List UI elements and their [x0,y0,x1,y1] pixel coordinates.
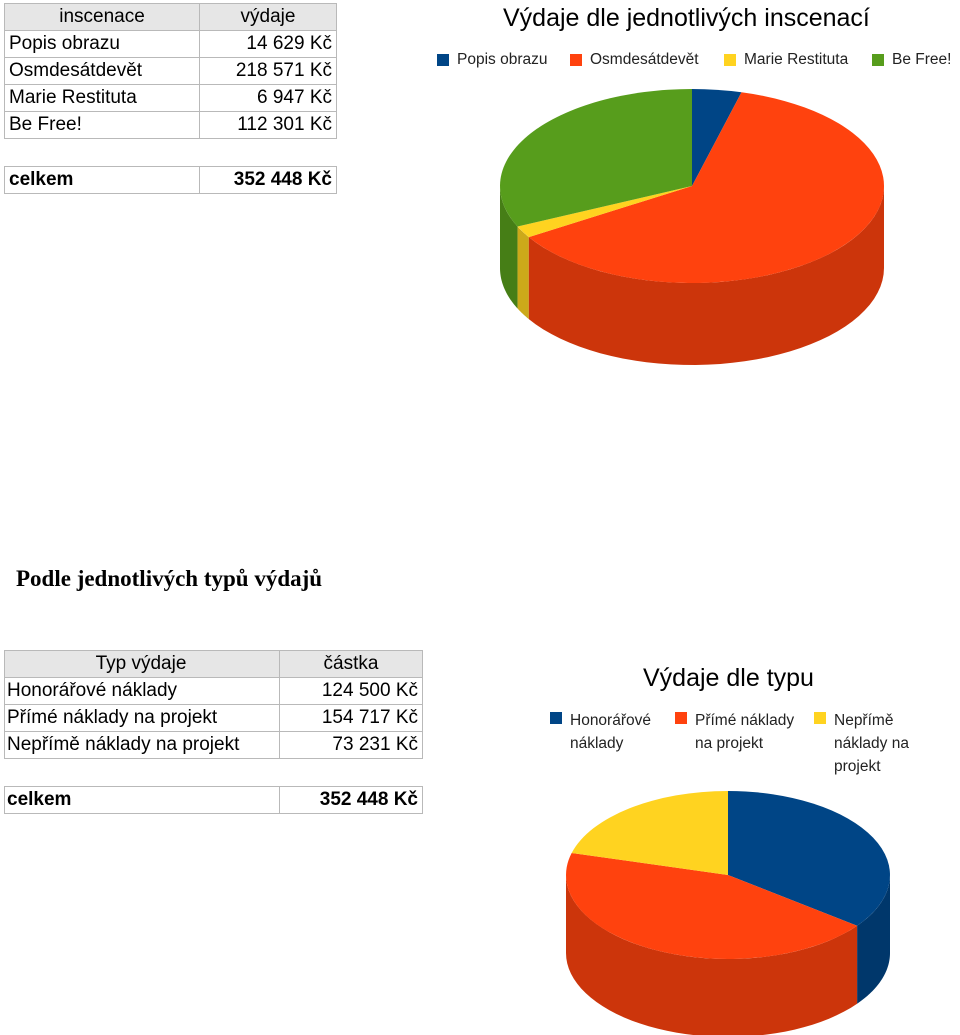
table-cell: 124 500 Kč [279,677,423,705]
legend-swatch [872,54,884,66]
total-row: celkem 352 448 Kč [4,786,423,814]
table-cell: Popis obrazu [4,30,200,58]
chart-title: Výdaje dle jednotlivých inscenací [503,4,870,32]
slice-prime-naklady [566,852,858,959]
slice-neprime-naklady [571,791,728,875]
table-row: Be Free! 112 301 Kč [4,111,337,139]
total-label: celkem [4,166,200,194]
total-row: celkem 352 448 Kč [4,166,337,194]
legend-swatch [724,54,736,66]
table-row: Marie Restituta 6 947 Kč [4,84,337,112]
table-row: Přímé náklady na projekt 154 717 Kč [4,704,423,732]
table-cell: 6 947 Kč [199,84,337,112]
table-cell: Nepřímě náklady na projekt [4,731,280,759]
expenses-by-production-table: inscenace výdaje Popis obrazu 14 629 Kč … [4,3,337,194]
table-header-row: inscenace výdaje [4,3,337,31]
total-label: celkem [4,786,280,814]
legend-swatch [814,712,826,724]
legend-label: Osmdesátdevět [590,51,699,68]
legend-label: Popis obrazu [457,51,548,68]
legend-swatch [437,54,449,66]
slice-be-free-side [500,186,518,309]
legend-swatch [675,712,687,724]
slice-marie-restituta [517,186,692,238]
table-row: Osmdesátdevět 218 571 Kč [4,57,337,85]
table-cell: 218 571 Kč [199,57,337,85]
section-heading: Podle jednotlivých typů výdajů [16,566,323,591]
column-header: částka [279,650,423,678]
column-header: výdaje [199,3,337,31]
slice-marie-restituta-side [517,226,529,320]
column-header: inscenace [4,3,200,31]
table-cell: Honorářové náklady [4,677,280,705]
chart-title: Výdaje dle typu [643,664,814,692]
table-cell: 73 231 Kč [279,731,423,759]
table-row: Nepřímě náklady na projekt 73 231 Kč [4,731,423,759]
table-cell: Osmdesátdevět [4,57,200,85]
pie-chart-types [566,791,890,1035]
legend-label: Nepřímě náklady na projekt [834,712,909,775]
legend-swatch [570,54,582,66]
slice-honorarove-naklady-side [857,875,890,1004]
table-cell: Přímé náklady na projekt [4,704,280,732]
table-row: Popis obrazu 14 629 Kč [4,30,337,58]
table-header-row: Typ výdaje částka [4,650,423,678]
expenses-by-type-table: Typ výdaje částka Honorářové náklady 124… [4,650,423,814]
legend-label: Honorářové náklady [570,712,651,752]
table-cell: 112 301 Kč [199,111,337,139]
legend-label: Přímé náklady na projekt [695,712,795,752]
table-cell: 154 717 Kč [279,704,423,732]
table-cell: Be Free! [4,111,200,139]
slice-osmdesatdevet [528,92,885,283]
table-cell: 14 629 Kč [199,30,337,58]
table-row: Honorářové náklady 124 500 Kč [4,677,423,705]
legend-swatch [550,712,562,724]
slice-be-free [500,89,692,227]
legend-label: Be Free! [892,51,952,68]
slice-osmdesatdevet-side [528,186,884,365]
table-cell: Marie Restituta [4,84,200,112]
column-header: Typ výdaje [4,650,280,678]
pie-chart-productions [500,89,885,365]
total-value: 352 448 Kč [199,166,337,194]
total-value: 352 448 Kč [279,786,423,814]
slice-honorarove-naklady [728,791,890,926]
slice-prime-naklady-side [566,875,858,1035]
legend-label: Marie Restituta [744,51,849,68]
slice-popis-obrazu [692,89,742,186]
